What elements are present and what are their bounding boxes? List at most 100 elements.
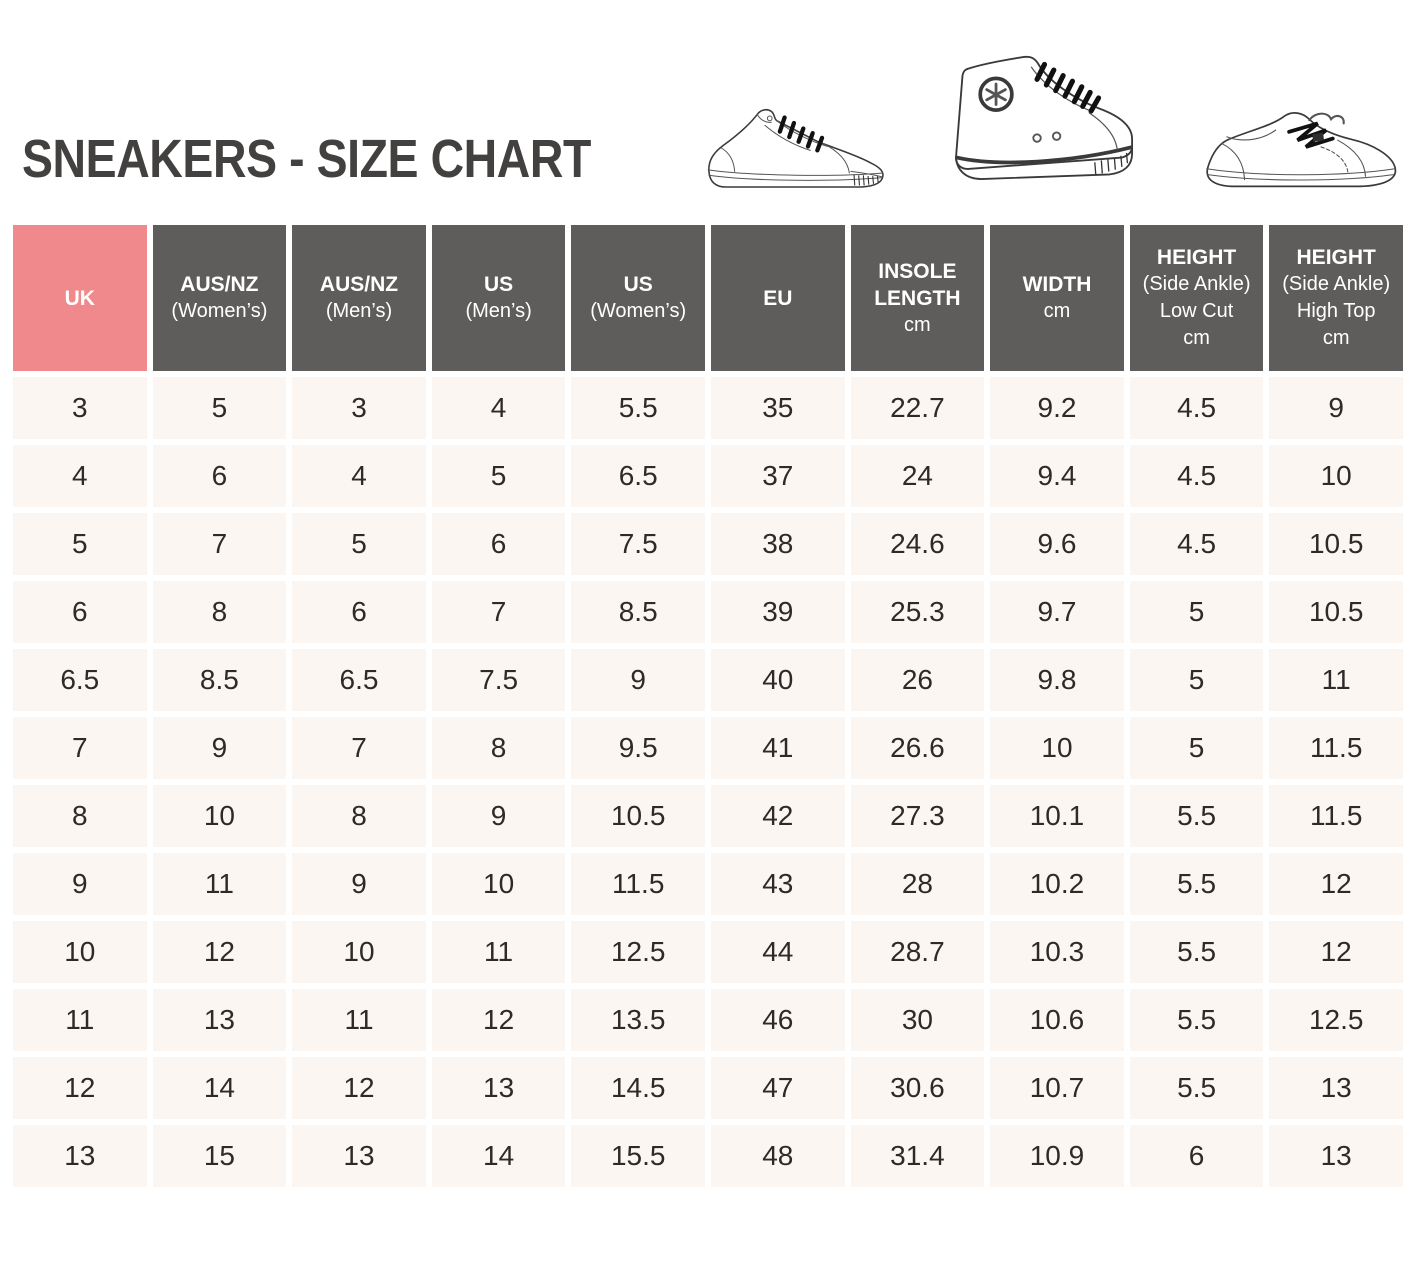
cell-us-womens-row-9: 12.5 xyxy=(571,921,705,983)
low-top-sneaker-icon xyxy=(707,108,884,188)
high-top-sneaker-icon xyxy=(954,55,1133,180)
cell-uk-row-11: 12 xyxy=(13,1057,147,1119)
cell-eu-row-12: 48 xyxy=(711,1125,845,1187)
cell-eu-row-8: 43 xyxy=(711,853,845,915)
cell-us-womens-row-12: 15.5 xyxy=(571,1125,705,1187)
cell-ausnz-womens-row-8: 11 xyxy=(152,853,287,915)
cell-eu-row-9: 44 xyxy=(711,921,845,983)
cell-height-low-cut-row-9: 5.5 xyxy=(1129,921,1264,983)
cell-ausnz-mens-row-8: 9 xyxy=(292,853,426,915)
cell-us-mens-row-4: 7 xyxy=(431,581,566,643)
cell-us-mens-row-2: 5 xyxy=(431,445,566,507)
skate-sneaker-icon xyxy=(1206,112,1397,188)
cell-width-row-1: 9.2 xyxy=(990,377,1124,439)
cell-height-high-top-row-5: 11 xyxy=(1269,649,1403,711)
cell-height-low-cut-row-3: 4.5 xyxy=(1129,513,1264,575)
cell-insole-length-row-6: 26.6 xyxy=(850,717,985,779)
cell-us-womens-row-2: 6.5 xyxy=(571,445,705,507)
cell-insole-length-row-1: 22.7 xyxy=(850,377,985,439)
cell-us-mens-row-9: 11 xyxy=(431,921,566,983)
cell-insole-length-row-10: 30 xyxy=(850,989,985,1051)
cell-ausnz-womens-row-3: 7 xyxy=(152,513,287,575)
cell-height-high-top-row-9: 12 xyxy=(1269,921,1403,983)
cell-us-womens-row-4: 8.5 xyxy=(571,581,705,643)
cell-ausnz-womens-row-5: 8.5 xyxy=(152,649,287,711)
cell-height-low-cut-row-8: 5.5 xyxy=(1129,853,1264,915)
header-cell-us-mens: US (Men’s) xyxy=(431,225,566,371)
cell-uk-row-12: 13 xyxy=(13,1125,147,1187)
cell-insole-length-row-11: 30.6 xyxy=(850,1057,985,1119)
cell-uk-row-6: 7 xyxy=(13,717,147,779)
cell-eu-row-5: 40 xyxy=(711,649,845,711)
header-cell-eu: EU xyxy=(711,225,845,371)
cell-ausnz-mens-row-7: 8 xyxy=(292,785,426,847)
cell-width-row-11: 10.7 xyxy=(990,1057,1124,1119)
cell-ausnz-mens-row-11: 12 xyxy=(292,1057,426,1119)
cell-width-row-3: 9.6 xyxy=(990,513,1124,575)
cell-insole-length-row-4: 25.3 xyxy=(850,581,985,643)
cell-height-high-top-row-4: 10.5 xyxy=(1269,581,1403,643)
cell-width-row-10: 10.6 xyxy=(990,989,1124,1051)
cell-ausnz-mens-row-10: 11 xyxy=(292,989,426,1051)
cell-us-mens-row-3: 6 xyxy=(431,513,566,575)
cell-insole-length-row-12: 31.4 xyxy=(850,1125,985,1187)
cell-ausnz-mens-row-2: 4 xyxy=(292,445,426,507)
cell-uk-row-3: 5 xyxy=(13,513,147,575)
cell-height-low-cut-row-5: 5 xyxy=(1129,649,1264,711)
cell-uk-row-10: 11 xyxy=(13,989,147,1051)
cell-width-row-2: 9.4 xyxy=(990,445,1124,507)
cell-uk-row-1: 3 xyxy=(13,377,147,439)
header-cell-uk: UK xyxy=(13,225,147,371)
cell-us-womens-row-10: 13.5 xyxy=(571,989,705,1051)
cell-ausnz-womens-row-1: 5 xyxy=(152,377,287,439)
cell-uk-row-9: 10 xyxy=(13,921,147,983)
cell-insole-length-row-5: 26 xyxy=(850,649,985,711)
cell-height-high-top-row-1: 9 xyxy=(1269,377,1403,439)
cell-ausnz-womens-row-6: 9 xyxy=(152,717,287,779)
cell-height-low-cut-row-10: 5.5 xyxy=(1129,989,1264,1051)
cell-height-high-top-row-2: 10 xyxy=(1269,445,1403,507)
cell-insole-length-row-7: 27.3 xyxy=(850,785,985,847)
cell-height-low-cut-row-11: 5.5 xyxy=(1129,1057,1264,1119)
cell-width-row-8: 10.2 xyxy=(990,853,1124,915)
cell-width-row-6: 10 xyxy=(990,717,1124,779)
cell-us-womens-row-1: 5.5 xyxy=(571,377,705,439)
cell-uk-row-8: 9 xyxy=(13,853,147,915)
cell-insole-length-row-9: 28.7 xyxy=(850,921,985,983)
cell-us-mens-row-1: 4 xyxy=(431,377,566,439)
cell-eu-row-10: 46 xyxy=(711,989,845,1051)
cell-height-high-top-row-12: 13 xyxy=(1269,1125,1403,1187)
cell-us-mens-row-11: 13 xyxy=(431,1057,566,1119)
header-cell-width: WIDTH cm xyxy=(990,225,1124,371)
cell-us-mens-row-6: 8 xyxy=(431,717,566,779)
cell-ausnz-womens-row-2: 6 xyxy=(152,445,287,507)
cell-width-row-4: 9.7 xyxy=(990,581,1124,643)
cell-width-row-5: 9.8 xyxy=(990,649,1124,711)
cell-us-mens-row-10: 12 xyxy=(431,989,566,1051)
cell-ausnz-womens-row-12: 15 xyxy=(152,1125,287,1187)
cell-eu-row-6: 41 xyxy=(711,717,845,779)
cell-us-womens-row-6: 9.5 xyxy=(571,717,705,779)
cell-us-womens-row-3: 7.5 xyxy=(571,513,705,575)
cell-eu-row-11: 47 xyxy=(711,1057,845,1119)
page-title: SNEAKERS - SIZE CHART xyxy=(22,129,591,189)
header-cell-height-high-top: HEIGHT (Side Ankle) High Top cm xyxy=(1269,225,1403,371)
cell-uk-row-4: 6 xyxy=(13,581,147,643)
cell-ausnz-mens-row-12: 13 xyxy=(292,1125,426,1187)
cell-us-womens-row-7: 10.5 xyxy=(571,785,705,847)
cell-width-row-9: 10.3 xyxy=(990,921,1124,983)
cell-height-low-cut-row-2: 4.5 xyxy=(1129,445,1264,507)
cell-ausnz-womens-row-9: 12 xyxy=(152,921,287,983)
cell-width-row-12: 10.9 xyxy=(990,1125,1124,1187)
cell-insole-length-row-2: 24 xyxy=(850,445,985,507)
cell-us-womens-row-11: 14.5 xyxy=(571,1057,705,1119)
cell-insole-length-row-8: 28 xyxy=(850,853,985,915)
cell-height-high-top-row-10: 12.5 xyxy=(1269,989,1403,1051)
cell-ausnz-mens-row-9: 10 xyxy=(292,921,426,983)
cell-ausnz-mens-row-5: 6.5 xyxy=(292,649,426,711)
cell-uk-row-2: 4 xyxy=(13,445,147,507)
cell-insole-length-row-3: 24.6 xyxy=(850,513,985,575)
cell-width-row-7: 10.1 xyxy=(990,785,1124,847)
cell-height-low-cut-row-6: 5 xyxy=(1129,717,1264,779)
cell-height-high-top-row-7: 11.5 xyxy=(1269,785,1403,847)
